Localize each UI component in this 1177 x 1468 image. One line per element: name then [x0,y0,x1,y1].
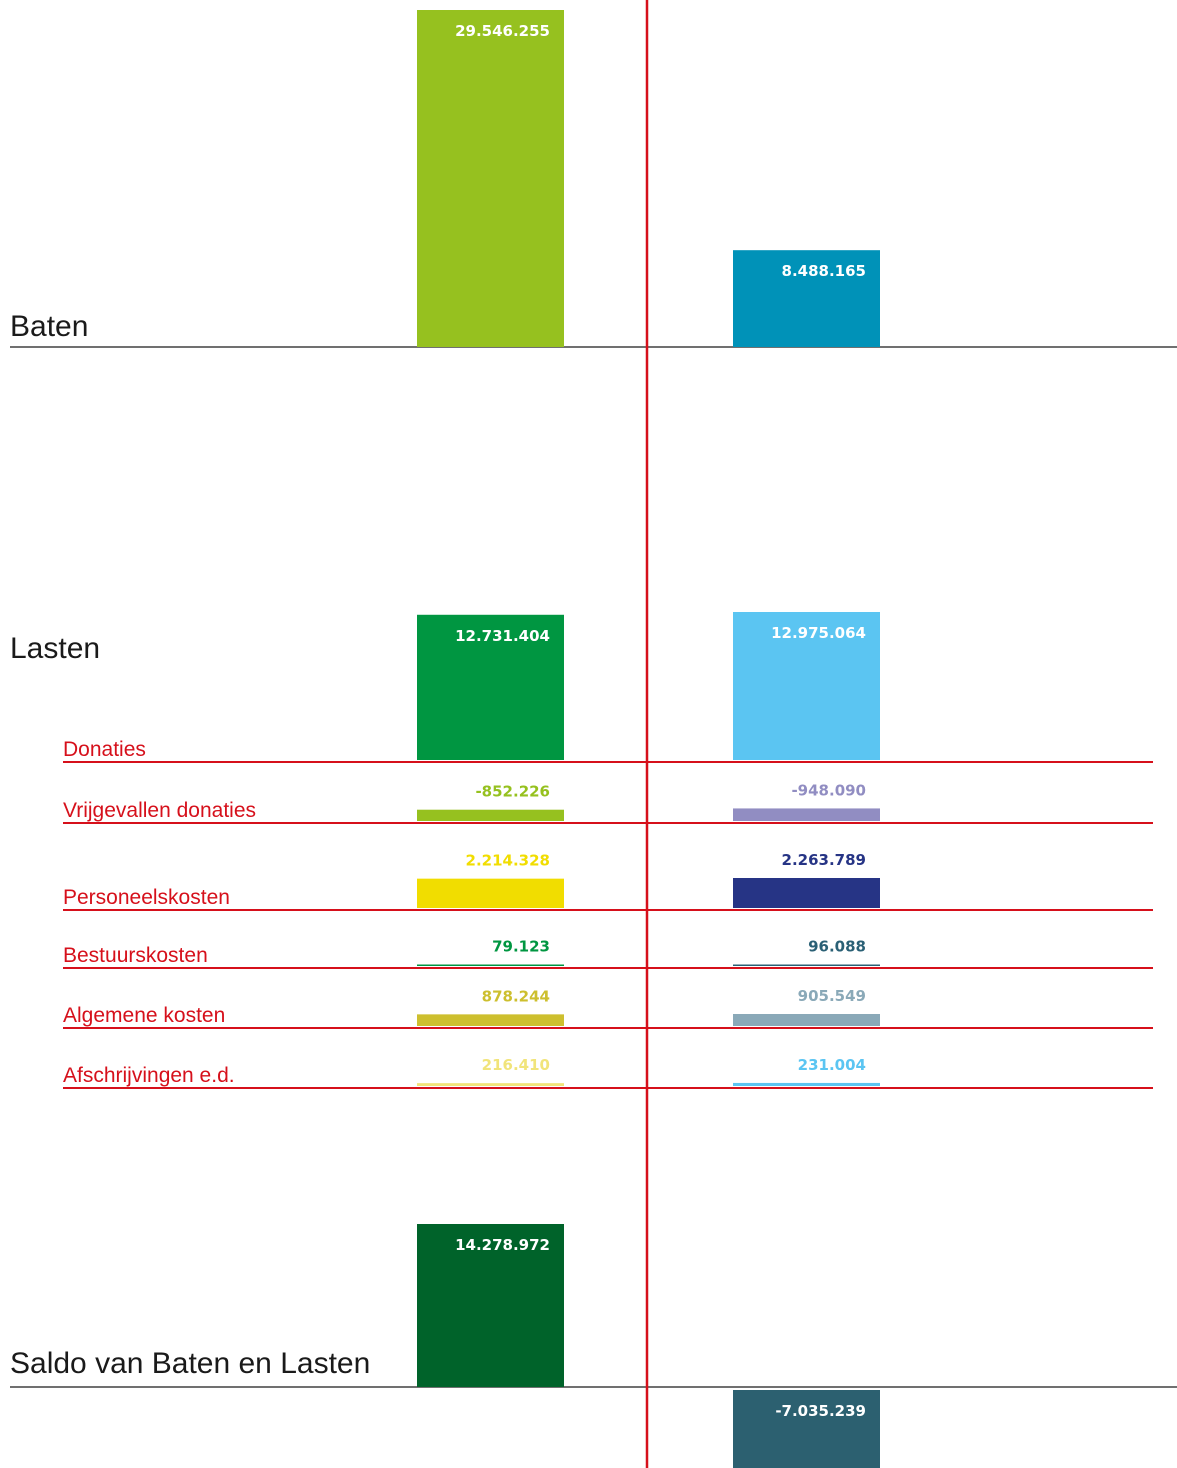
row-4-value-2: 96.088 [808,938,866,956]
row-6-bar-2 [733,1082,880,1086]
row-5-bar-1 [417,1014,564,1026]
row-3-bar-2 [733,878,880,908]
section-label-baten: Baten [10,310,88,343]
row-4-value-1: 79.123 [492,938,550,956]
row-2-value-1: -852.226 [475,783,550,801]
baten-bar-1 [417,10,564,347]
row-6-bar-1 [417,1083,564,1086]
section-label-lasten: Lasten [10,632,100,665]
row-4-bar-2 [733,964,880,966]
row-3-value-1: 2.214.328 [466,852,550,870]
row-5-value-1: 878.244 [482,987,550,1005]
saldo-value-1: 14.278.972 [455,1236,550,1254]
chart-lines [10,0,1177,1468]
section-label-saldo: Saldo van Baten en Lasten [10,1347,370,1380]
row-2-bar-2 [733,808,880,821]
chart-bars [417,10,880,1468]
row-5-value-2: 905.549 [798,987,866,1005]
row-label-2: Vrijgevallen donaties [63,799,256,822]
lasten-total-bar-2 [733,612,880,760]
row-3-value-2: 2.263.789 [782,851,866,869]
lasten-total-value-2: 12.975.064 [771,624,866,642]
row-label-1: Donaties [63,738,146,761]
baten-bar-2 [733,250,880,347]
saldo-bar-2 [733,1390,880,1468]
row-3-bar-1 [417,878,564,908]
row-2-bar-1 [417,809,564,821]
lasten-total-bar-1 [417,614,564,760]
lasten-total-value-1: 12.731.404 [455,627,550,645]
row-label-6: Afschrijvingen e.d. [63,1064,235,1087]
row-label-3: Personeelskosten [63,886,230,909]
baten-value-2: 8.488.165 [782,262,866,280]
row-label-4: Bestuurskosten [63,944,208,967]
row-2-value-2: -948.090 [791,781,866,799]
saldo-bar-1 [417,1224,564,1387]
saldo-value-2: -7.035.239 [775,1402,866,1420]
row-5-bar-2 [733,1013,880,1026]
chart-text: 29.546.255 8.488.165 Baten 12.731.404 12.975… [10,22,866,1420]
row-6-value-2: 231.004 [798,1056,866,1074]
baten-value-1: 29.546.255 [455,22,550,40]
row-4-bar-1 [417,964,564,966]
row-6-value-1: 216.410 [482,1056,550,1074]
row-label-5: Algemene kosten [63,1004,225,1027]
